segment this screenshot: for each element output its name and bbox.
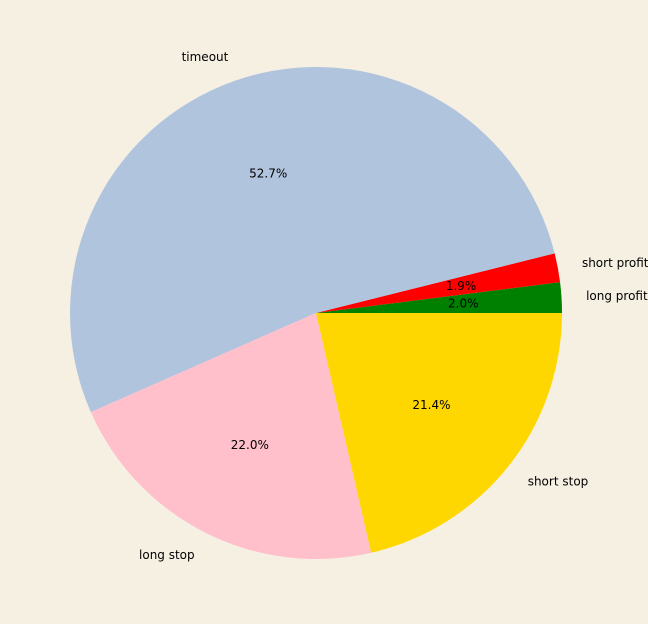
pct-label-short-profit: 1.9%	[446, 279, 477, 293]
slice-label-short-profit: short profit	[582, 256, 648, 270]
category-labels: long profit short profit timeout long stop s…	[139, 50, 648, 562]
slice-label-short-stop: short stop	[528, 475, 589, 489]
pie-slices	[69, 66, 562, 559]
pie-slice-long-profit	[316, 282, 562, 313]
percent-labels: 2.0% 1.9% 52.7% 22.0% 21.4%	[231, 166, 479, 452]
pie-slice-timeout	[69, 66, 555, 413]
pct-label-long-stop: 22.0%	[231, 438, 269, 452]
slice-label-long-profit: long profit	[586, 289, 648, 303]
pct-label-short-stop: 21.4%	[412, 398, 450, 412]
slice-label-long-stop: long stop	[139, 548, 195, 562]
pct-label-long-profit: 2.0%	[448, 297, 479, 311]
pct-label-timeout: 52.7%	[249, 166, 287, 180]
pie-slice-long-stop	[90, 313, 372, 559]
slice-label-timeout: timeout	[182, 50, 229, 64]
pie-slice-short-profit	[316, 253, 561, 313]
pie-slice-short-stop	[316, 313, 562, 553]
